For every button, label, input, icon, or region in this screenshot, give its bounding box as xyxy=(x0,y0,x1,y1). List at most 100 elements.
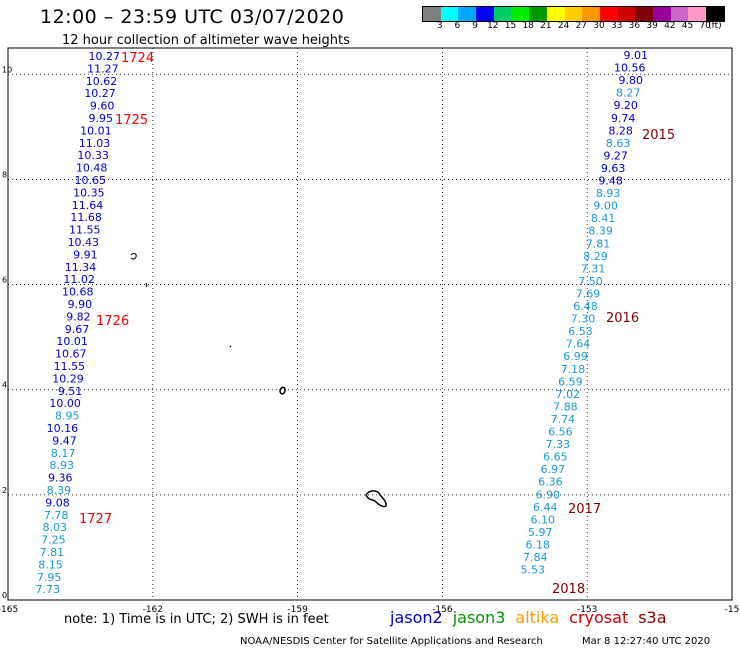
color-scale-bar xyxy=(422,6,725,22)
legend-altika: altika xyxy=(515,608,560,627)
wave-height-value: 10.48 xyxy=(76,162,108,175)
wave-height-value: 8.28 xyxy=(608,124,633,137)
scale-swatch-6 xyxy=(529,7,547,21)
wave-height-value: 9.90 xyxy=(68,298,93,311)
wave-height-value: 9.74 xyxy=(611,112,636,125)
note-text: note: 1) Time is in UTC; 2) SWH is in fe… xyxy=(64,612,329,627)
scale-swatch-16 xyxy=(706,7,724,21)
wave-height-value: 6.36 xyxy=(538,476,563,489)
wave-height-value: 10.01 xyxy=(56,335,88,348)
wave-height-values: 10.2711.2710.6210.279.609.9510.0111.0310… xyxy=(36,49,649,596)
wave-height-value: 7.02 xyxy=(556,388,581,401)
wave-height-value: 8.63 xyxy=(606,137,631,150)
scale-label: 70 xyxy=(699,21,711,31)
wave-height-value: 10.43 xyxy=(68,236,100,249)
island-kauai xyxy=(130,253,137,260)
wave-height-value: 7.88 xyxy=(553,400,578,413)
wave-height-value: 8.93 xyxy=(49,459,74,472)
wave-height-value: 5.53 xyxy=(521,564,546,577)
scale-label: (ft) xyxy=(708,21,722,31)
wave-height-value: 8.15 xyxy=(38,558,63,571)
island-molokai-maui xyxy=(279,386,286,395)
scale-swatch-3 xyxy=(476,7,494,21)
wave-height-value: 8.29 xyxy=(583,250,608,263)
wave-height-value: 7.31 xyxy=(581,262,606,275)
scale-label: 6 xyxy=(454,21,461,31)
wave-height-value: 10.29 xyxy=(52,372,84,385)
wave-height-value: 9.00 xyxy=(593,200,618,213)
island-hawaii xyxy=(365,490,387,508)
scale-label: 30 xyxy=(593,21,605,31)
scale-swatch-4 xyxy=(493,7,512,21)
wave-height-value: 9.91 xyxy=(73,248,98,261)
scale-swatch-7 xyxy=(546,7,565,21)
wave-height-value: 8.27 xyxy=(616,87,641,100)
scale-label: 21 xyxy=(540,21,552,31)
wave-height-value: 7.73 xyxy=(36,583,61,596)
wave-height-value: 6.10 xyxy=(531,513,556,526)
scale-swatch-12 xyxy=(635,7,653,21)
wave-height-value: 10.33 xyxy=(77,149,109,162)
scale-swatch-8 xyxy=(564,7,583,21)
footer-timestamp: Mar 8 12:27:40 UTC 2020 xyxy=(582,636,711,647)
wave-height-value: 9.20 xyxy=(613,99,638,112)
wave-height-value: 9.51 xyxy=(58,385,83,398)
pass-time-label: 2016 xyxy=(606,311,639,326)
wave-height-value: 5.97 xyxy=(528,526,553,539)
wave-height-value: 10.01 xyxy=(80,124,112,137)
wave-height-value: 9.01 xyxy=(624,49,649,62)
wave-height-value: 9.47 xyxy=(52,434,77,447)
scale-swatch-15 xyxy=(688,7,706,21)
wave-height-value: 8.95 xyxy=(55,410,80,423)
lat-tick-label: 2 xyxy=(2,486,7,495)
lat-tick-label: 8 xyxy=(2,170,7,179)
legend-jason2: jason2 xyxy=(390,608,443,627)
wave-height-value: 11.27 xyxy=(87,62,119,75)
wave-height-value: 10.65 xyxy=(75,174,107,187)
wave-height-value: 9.60 xyxy=(90,100,115,113)
scale-label: 18 xyxy=(522,21,534,31)
legend-jason3: jason3 xyxy=(452,608,506,627)
satellite-legend: jason2 jason3 altika cryosat s3a xyxy=(390,608,677,627)
scale-label: 27 xyxy=(575,21,588,31)
wave-height-value: 10.27 xyxy=(89,50,121,63)
pass-time-label: 1724 xyxy=(121,51,154,66)
wave-height-value: 10.68 xyxy=(62,286,94,299)
wave-height-value: 11.55 xyxy=(69,224,101,237)
lon-tick-label: -159 xyxy=(287,605,308,615)
wave-height-value: 11.55 xyxy=(54,360,86,373)
wave-height-value: 6.48 xyxy=(573,300,598,313)
lon-tick-label: -156 xyxy=(432,605,453,615)
wave-height-value: 10.56 xyxy=(614,62,646,75)
pass-time-label: 1725 xyxy=(115,113,148,128)
wave-height-value: 7.30 xyxy=(571,313,596,326)
wave-height-value: 7.25 xyxy=(41,534,66,547)
pass-time-label: 2017 xyxy=(568,502,601,517)
wave-height-value: 10.00 xyxy=(49,397,81,410)
wave-height-value: 7.69 xyxy=(576,287,601,300)
wave-height-value: 11.02 xyxy=(63,273,95,286)
map-title: 12:00 – 23:59 UTC 03/07/2020 xyxy=(40,6,345,28)
scale-label: 36 xyxy=(628,21,641,31)
lon-tick-label: -153 xyxy=(577,605,597,615)
wave-height-value: 6.56 xyxy=(548,426,573,439)
wave-height-value: 9.67 xyxy=(65,323,90,336)
island-outlines xyxy=(130,253,387,508)
wave-height-value: 7.81 xyxy=(40,546,65,559)
wave-height-value: 7.64 xyxy=(566,338,591,351)
wave-height-value: 7.50 xyxy=(578,275,603,288)
wave-height-value: 7.18 xyxy=(561,363,586,376)
plot-frame xyxy=(7,47,733,601)
wave-height-value: 6.90 xyxy=(536,488,561,501)
map-frame: -165 -162 -159 -156 -153 -15 0 2 4 6 8 10 xyxy=(0,47,739,615)
wave-height-value: 11.64 xyxy=(72,199,104,212)
scale-swatch-14 xyxy=(670,7,689,21)
wave-height-value: 9.82 xyxy=(66,310,91,323)
footer-credit: NOAA/NESDIS Center for Satellite Applica… xyxy=(240,636,543,647)
wave-height-value: 6.59 xyxy=(558,375,583,388)
wave-height-value: 7.81 xyxy=(586,237,611,250)
grid-lines xyxy=(8,48,732,600)
wave-height-value: 6.18 xyxy=(526,538,551,551)
scale-swatch-5 xyxy=(511,7,530,21)
wave-height-value: 7.84 xyxy=(523,551,548,564)
